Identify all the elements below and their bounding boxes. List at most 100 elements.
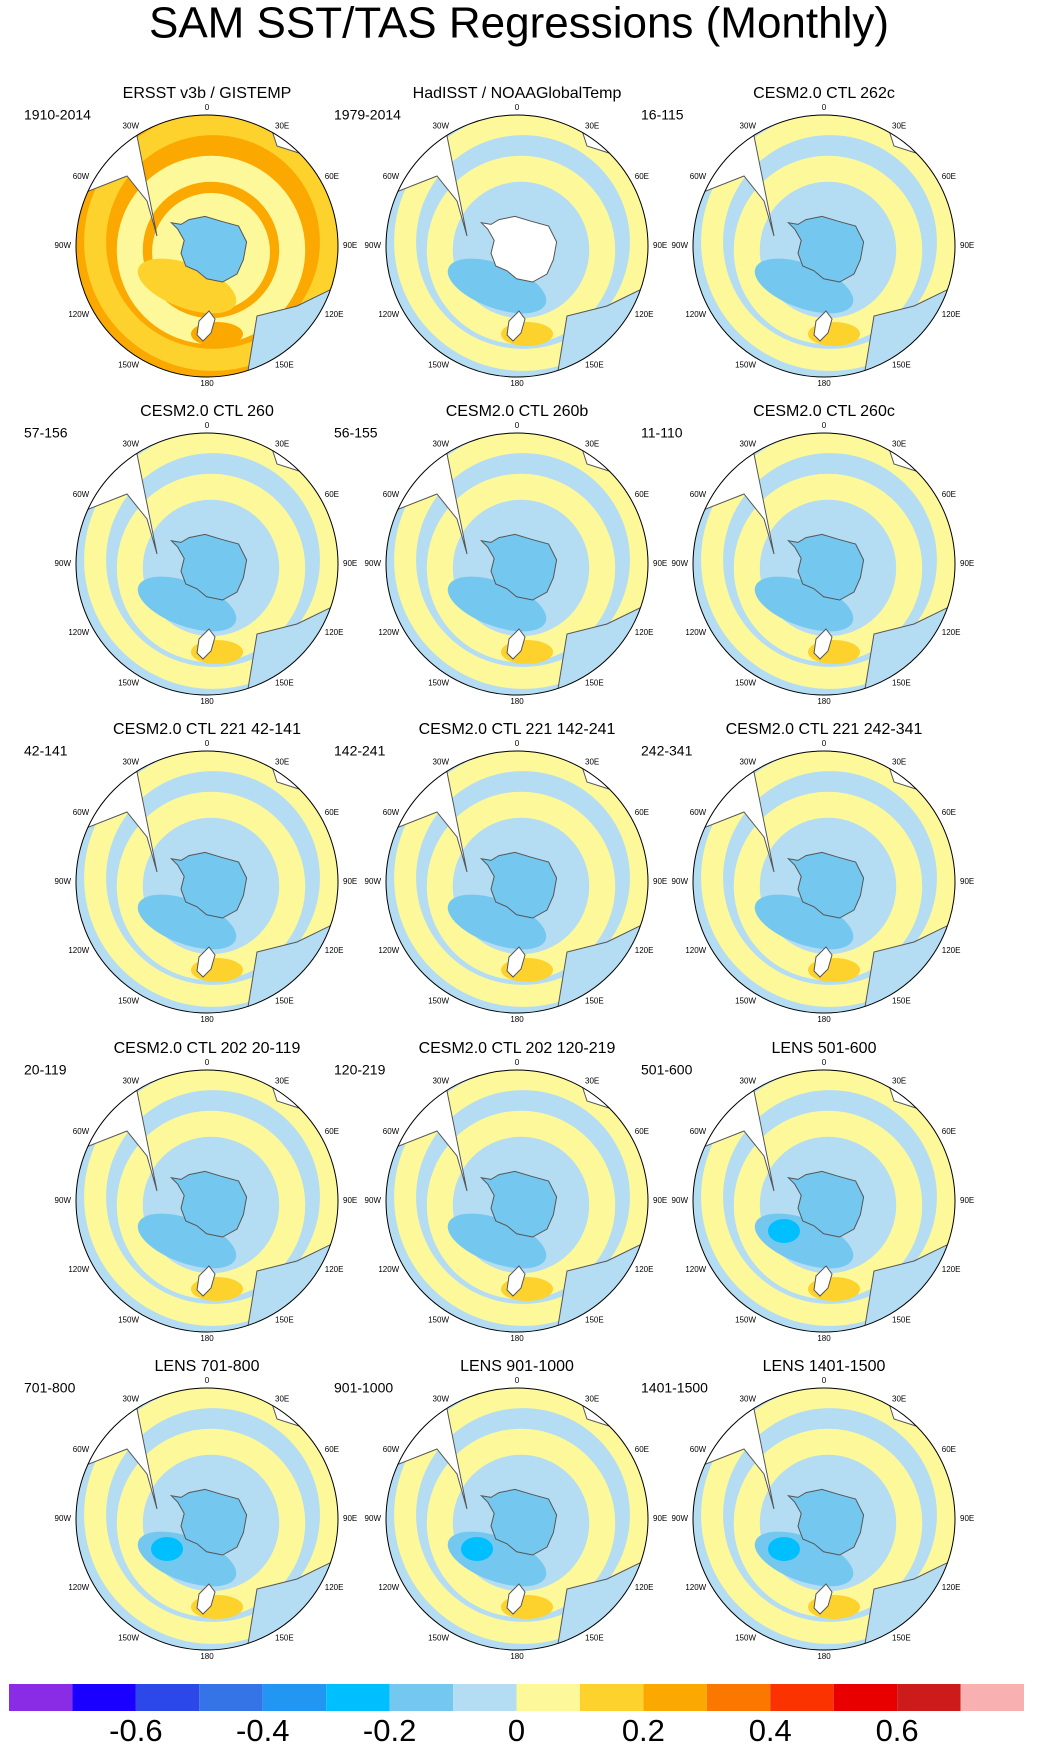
longitude-label: 30E — [585, 758, 599, 767]
field-outer-band — [84, 433, 338, 689]
longitude-label: 60W — [73, 172, 90, 181]
longitude-label: 30E — [585, 1077, 599, 1086]
field-outer-band — [84, 1388, 338, 1644]
longitude-label: 90W — [672, 1514, 689, 1523]
colorbar-box — [135, 1684, 200, 1711]
island — [196, 310, 216, 342]
longitude-label: 120W — [685, 1265, 706, 1274]
field-blob — [137, 894, 237, 950]
map-field — [76, 1070, 338, 1332]
longitude-label: 150W — [118, 1634, 139, 1643]
longitude-label: 0 — [515, 1058, 520, 1067]
map-border — [692, 114, 956, 378]
longitude-label: 150E — [892, 361, 911, 370]
field-blob — [447, 894, 547, 950]
longitude-label: 150W — [118, 997, 139, 1006]
map-panel: HadISST / NOAAGlobalTemp 1979-2014 0 30E 60E… — [334, 85, 667, 388]
continent — [169, 1170, 248, 1238]
colorbar-tick-label: -0.4 — [236, 1713, 289, 1748]
field-outer-band — [84, 1070, 338, 1326]
map-field — [693, 433, 955, 695]
map-period: 42-141 — [24, 743, 68, 759]
longitude-label: 120E — [942, 628, 961, 637]
longitude-label: 180 — [200, 379, 214, 388]
longitude-label: 180 — [510, 1334, 524, 1343]
longitude-label: 120E — [325, 946, 344, 955]
map-field — [693, 751, 955, 1013]
longitude-label: 30W — [433, 1077, 450, 1086]
field-blob — [151, 1537, 183, 1561]
continent — [169, 215, 248, 283]
colorbar-box — [770, 1684, 834, 1711]
longitude-label: 120W — [685, 946, 706, 955]
longitude-label: 180 — [200, 1334, 214, 1343]
longitude-label: 60E — [635, 490, 649, 499]
field-outer-band — [84, 115, 338, 371]
map-title: HadISST / NOAAGlobalTemp — [413, 85, 622, 102]
longitude-label: 60E — [942, 172, 956, 181]
longitude-label: 150W — [428, 1634, 449, 1643]
longitude-label: 90E — [960, 1514, 974, 1523]
longitude-label: 120W — [685, 1583, 706, 1592]
field-outer-band — [701, 1388, 955, 1644]
longitude-label: 30W — [740, 1077, 757, 1086]
colorbar-box — [897, 1684, 961, 1711]
longitude-label: 90W — [672, 877, 689, 886]
map-panel: LENS 901-1000 901-1000 0 30E 60E 90E 120E 150E 1… — [334, 1358, 667, 1661]
island — [506, 1583, 526, 1615]
longitude-label: 150E — [585, 1316, 604, 1325]
colorbar-tick-label: 0.2 — [622, 1713, 665, 1748]
longitude-label: 180 — [817, 1334, 831, 1343]
map-field — [386, 115, 648, 377]
continent — [786, 1170, 865, 1238]
longitude-label: 90E — [343, 1196, 357, 1205]
longitude-label: 120E — [635, 1265, 654, 1274]
longitude-label: 0 — [515, 421, 520, 430]
longitude-label: 90E — [960, 877, 974, 886]
map-period: 1979-2014 — [334, 107, 401, 123]
map-title: CESM2.0 CTL 260c — [753, 403, 895, 420]
map-field — [76, 1388, 338, 1650]
map-title: CESM2.0 CTL 221 142-241 — [419, 721, 616, 738]
longitude-label: 60E — [325, 172, 339, 181]
longitude-label: 150E — [892, 679, 911, 688]
longitude-label: 120W — [378, 1583, 399, 1592]
longitude-label: 60E — [325, 1127, 339, 1136]
field-outer-band — [394, 751, 648, 1007]
field-outer-band — [394, 1070, 648, 1326]
longitude-label: 90E — [343, 559, 357, 568]
longitude-label: 30E — [892, 1077, 906, 1086]
longitude-label: 90E — [653, 1514, 667, 1523]
map-title: LENS 501-600 — [772, 1040, 877, 1057]
longitude-label: 60W — [690, 1127, 707, 1136]
longitude-label: 120W — [68, 1583, 89, 1592]
longitude-label: 60E — [942, 1445, 956, 1454]
map-border — [385, 1387, 649, 1651]
map-title: CESM2.0 CTL 221 242-341 — [726, 721, 923, 738]
colorbar-box — [9, 1684, 73, 1711]
longitude-label: 30W — [123, 758, 140, 767]
longitude-label: 30W — [740, 122, 757, 131]
longitude-label: 30E — [275, 1395, 289, 1404]
figure-title: SAM SST/TAS Regressions (Monthly) — [149, 0, 889, 48]
continent — [169, 1488, 248, 1556]
map-border — [385, 432, 649, 696]
colorbar-tick-label: 0 — [508, 1713, 525, 1748]
island — [506, 1265, 526, 1297]
longitude-label: 90E — [960, 1196, 974, 1205]
longitude-label: 120E — [325, 1583, 344, 1592]
longitude-label: 30E — [275, 440, 289, 449]
longitude-label: 0 — [515, 739, 520, 748]
map-title: ERSST v3b / GISTEMP — [123, 85, 292, 102]
longitude-label: 150E — [585, 679, 604, 688]
longitude-label: 120E — [325, 1265, 344, 1274]
field-outer-band — [84, 751, 338, 1007]
map-title: CESM2.0 CTL 262c — [753, 85, 895, 102]
longitude-label: 150W — [428, 361, 449, 370]
longitude-label: 30W — [433, 1395, 450, 1404]
longitude-label: 120W — [378, 1265, 399, 1274]
map-period: 16-115 — [641, 107, 684, 123]
longitude-label: 60E — [942, 490, 956, 499]
longitude-label: 0 — [822, 1058, 827, 1067]
longitude-label: 0 — [822, 421, 827, 430]
